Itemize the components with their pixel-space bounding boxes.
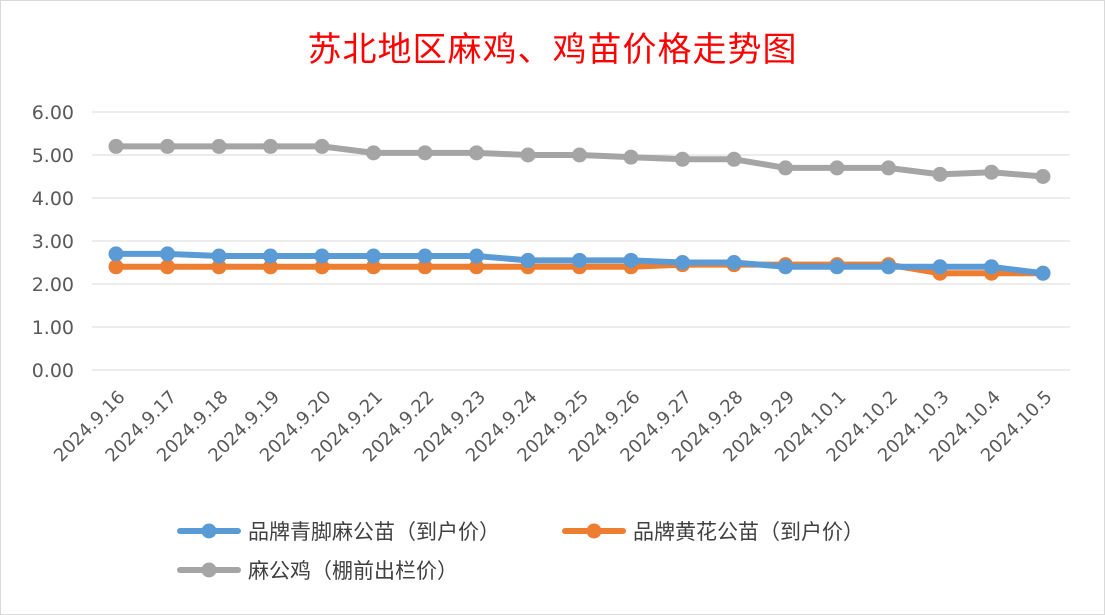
data-point [469,248,484,264]
data-point [160,246,175,262]
data-point [314,138,330,154]
x-axis-ticks: 2024.9.162024.9.172024.9.182024.9.192024… [50,387,1057,467]
data-point [108,246,124,262]
data-point [881,259,896,275]
data-point [263,248,278,264]
legend-label: 麻公鸡（棚前出栏价） [248,559,458,583]
data-point [520,147,536,163]
data-point [366,259,381,275]
y-axis-ticks: 0.00 1.00 2.00 3.00 4.00 5.00 6.00 [32,102,74,382]
data-point [675,151,690,167]
legend-item: 品牌青脚麻公苗（到户价） [177,520,500,544]
data-point [572,252,587,268]
y-tick-label: 2.00 [32,274,74,296]
data-point [108,138,124,154]
data-point [623,252,639,268]
data-point [1035,169,1051,184]
data-point [469,259,484,275]
data-point [417,259,433,275]
data-point [211,259,227,275]
data-point [211,138,227,154]
data-point [263,259,278,275]
data-point [623,149,639,165]
data-point [108,259,124,275]
data-point [314,259,330,275]
y-tick-label: 1.00 [32,317,74,339]
legend-label: 品牌黄花公苗（到户价） [633,520,864,544]
data-point [829,160,845,176]
data-point [520,252,536,268]
data-point [417,145,433,161]
legend: 品牌青脚麻公苗（到户价） 品牌黄花公苗（到户价） 麻公鸡（棚前出栏价） [177,520,864,583]
legend-swatch-marker [201,523,217,539]
y-tick-label: 3.00 [32,231,74,253]
data-point [572,147,587,163]
chart-title: 苏北地区麻鸡、鸡苗价格走势图 [307,30,798,70]
y-tick-label: 5.00 [32,145,74,167]
legend-swatch-marker [201,562,217,578]
data-point [469,145,484,161]
data-point [366,145,381,161]
data-point [314,248,330,264]
data-point [984,164,999,180]
data-point [726,255,742,270]
data-point [829,259,845,275]
data-point [160,138,175,154]
data-point [366,248,381,264]
data-point [881,160,896,176]
legend-item: 麻公鸡（棚前出栏价） [177,559,458,583]
y-tick-label: 4.00 [32,188,74,210]
data-point [778,160,793,176]
data-point [932,259,948,275]
data-point [778,259,793,275]
y-tick-label: 6.00 [32,102,74,124]
series-layer [108,138,1051,281]
legend-swatch-marker [586,523,602,539]
legend-item: 品牌黄花公苗（到户价） [562,520,864,544]
data-point [675,255,690,270]
data-point [932,166,948,182]
series-2 [108,138,1051,184]
data-point [726,151,742,167]
data-point [263,138,278,154]
data-point [211,248,227,264]
y-tick-label: 0.00 [32,360,74,382]
data-point [417,248,433,264]
series-0 [108,246,1051,281]
data-point [1035,265,1051,281]
data-point [984,259,999,275]
legend-label: 品牌青脚麻公苗（到户价） [248,520,500,544]
data-point [160,259,175,275]
